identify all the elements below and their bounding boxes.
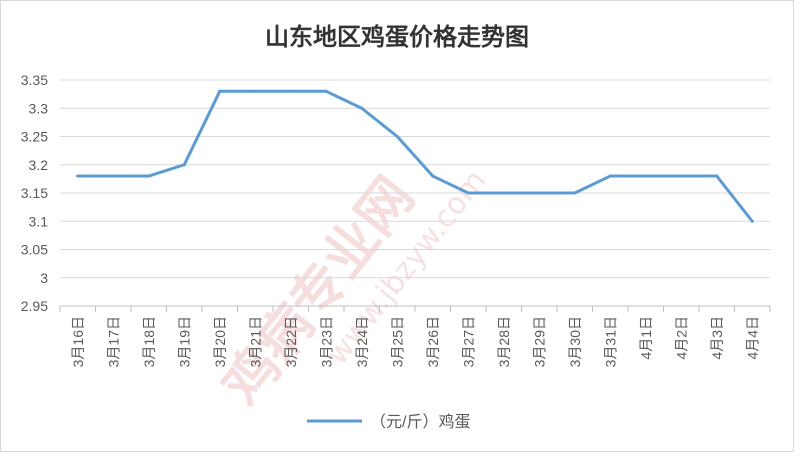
y-tick-label: 3.25 xyxy=(21,129,48,145)
data-point xyxy=(324,89,328,93)
x-tick-label: 3月23日 xyxy=(318,316,334,367)
x-tick-label: 3月18日 xyxy=(141,316,157,367)
x-tick-label: 3月24日 xyxy=(354,316,370,367)
legend: （元/斤）鸡蛋 xyxy=(307,413,470,431)
data-point xyxy=(537,191,541,195)
data-point xyxy=(395,135,399,138)
x-tick-label: 3月26日 xyxy=(425,316,441,367)
data-point xyxy=(218,89,222,93)
data-point xyxy=(644,174,648,178)
x-tick-label: 3月19日 xyxy=(176,316,192,367)
gridlines xyxy=(59,79,771,312)
x-tick-label: 4月3日 xyxy=(709,316,725,360)
y-tick-label: 3 xyxy=(40,270,48,286)
data-point xyxy=(431,174,435,178)
x-tick-label: 4月2日 xyxy=(673,316,689,360)
data-point xyxy=(608,174,612,178)
x-tick-label: 3月27日 xyxy=(460,316,476,367)
y-axis-ticks: 2.95 3 3.05 3.1 3.15 3.2 3.25 3.3 3.35 xyxy=(21,72,48,314)
x-tick-label: 3月29日 xyxy=(531,316,547,367)
data-point xyxy=(111,174,115,178)
data-point xyxy=(679,174,683,178)
x-tick-label: 3月31日 xyxy=(602,316,618,367)
y-tick-label: 3.15 xyxy=(21,185,48,201)
x-tick-label: 3月28日 xyxy=(496,316,512,367)
data-point xyxy=(466,191,470,195)
x-tick-label: 3月25日 xyxy=(389,316,405,367)
series-line xyxy=(76,89,754,223)
data-point xyxy=(76,174,80,178)
y-tick-label: 3.05 xyxy=(21,242,48,258)
data-point xyxy=(360,106,364,110)
y-tick-label: 3.1 xyxy=(29,213,49,229)
series-lines xyxy=(76,89,754,223)
data-point xyxy=(573,191,577,195)
x-tick-label: 3月17日 xyxy=(105,316,121,367)
x-tick-label: 4月1日 xyxy=(638,316,654,360)
data-point xyxy=(253,89,257,93)
x-tick-label: 3月20日 xyxy=(212,316,228,367)
x-tick-label: 3月21日 xyxy=(247,316,263,367)
x-tick-label: 3月22日 xyxy=(283,316,299,367)
data-point xyxy=(182,163,186,167)
y-tick-label: 2.95 xyxy=(21,298,48,314)
data-point xyxy=(750,219,754,223)
y-tick-label: 3.35 xyxy=(21,72,48,88)
data-point xyxy=(715,174,719,178)
data-point xyxy=(147,174,151,178)
x-tick-label: 4月4日 xyxy=(744,316,760,360)
x-axis-ticks: 3月16日 3月17日 3月18日 3月19日 3月20日 3月21日 3月22日 3月23日… xyxy=(70,316,761,367)
y-tick-label: 3.3 xyxy=(29,100,49,116)
x-tick-label: 3月30日 xyxy=(567,316,583,367)
x-tick-label: 3月16日 xyxy=(70,316,86,367)
data-point xyxy=(289,89,293,93)
data-point xyxy=(502,191,506,195)
y-tick-label: 3.2 xyxy=(29,157,49,173)
chart-title: 山东地区鸡蛋价格走势图 xyxy=(265,23,529,51)
legend-label: （元/斤）鸡蛋 xyxy=(370,413,470,431)
